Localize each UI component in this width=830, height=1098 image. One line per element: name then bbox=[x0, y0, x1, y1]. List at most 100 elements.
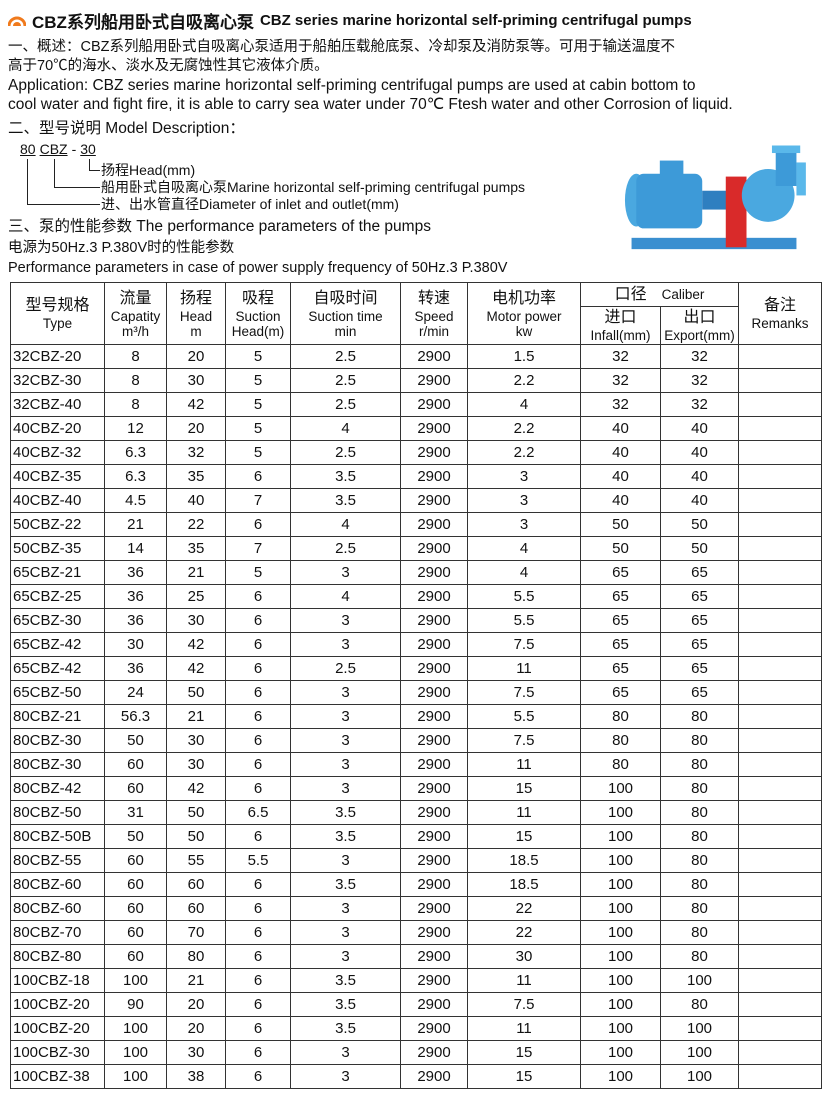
table-cell: 80 bbox=[660, 776, 739, 801]
table-cell: 50 bbox=[580, 536, 661, 561]
table-row: 40CBZ-35 6.3 35 6 3.5 2900 3 40 40 bbox=[10, 464, 822, 489]
table-cell: 100 bbox=[104, 1064, 167, 1089]
table-cell: 6 bbox=[225, 944, 291, 969]
table-cell: 2900 bbox=[400, 1064, 468, 1089]
performance-sub-en: Performance parameters in case of power … bbox=[8, 260, 508, 276]
table-cell: 6 bbox=[225, 1040, 291, 1065]
table-cell: 5 bbox=[225, 560, 291, 585]
table-cell: 100 bbox=[580, 920, 661, 945]
performance-heading: 三、泵的性能参数 The performance parameters of t… bbox=[8, 218, 431, 235]
header-infall: 进口 Infall(mm) bbox=[580, 306, 661, 345]
table-cell: 2900 bbox=[400, 728, 468, 753]
table-cell: 2900 bbox=[400, 1040, 468, 1065]
table-cell: 18.5 bbox=[467, 872, 581, 897]
table-cell: 7.5 bbox=[467, 680, 581, 705]
table-cell: 80CBZ-42 bbox=[10, 776, 105, 801]
table-cell: 100 bbox=[104, 1016, 167, 1041]
table-cell: 2900 bbox=[400, 704, 468, 729]
table-cell: 32 bbox=[580, 368, 661, 393]
header-export: 出口 Export(mm) bbox=[660, 306, 739, 345]
table-cell: 40CBZ-32 bbox=[10, 440, 105, 465]
model-type-desc: 船用卧式自吸离心泵Marine horizontal self-priming … bbox=[101, 179, 526, 195]
table-row: 65CBZ-30 36 30 6 3 2900 5.5 65 65 bbox=[10, 608, 822, 633]
table-cell: 100 bbox=[580, 992, 661, 1017]
remarks-cell bbox=[738, 416, 822, 441]
model-code-type: CBZ bbox=[39, 141, 68, 157]
table-cell: 65 bbox=[660, 560, 739, 585]
table-cell: 11 bbox=[467, 752, 581, 777]
table-cell: 65 bbox=[580, 632, 661, 657]
table-cell: 65 bbox=[660, 584, 739, 609]
table-cell: 100 bbox=[104, 1040, 167, 1065]
table-cell: 36 bbox=[104, 608, 167, 633]
table-cell: 36 bbox=[104, 584, 167, 609]
table-cell: 2900 bbox=[400, 776, 468, 801]
table-cell: 60 bbox=[104, 944, 167, 969]
table-cell: 3.5 bbox=[290, 464, 401, 489]
table-cell: 100 bbox=[580, 1016, 661, 1041]
table-cell: 60 bbox=[104, 776, 167, 801]
table-cell: 3 bbox=[290, 848, 401, 873]
title-en: CBZ series marine horizontal self-primin… bbox=[259, 12, 692, 29]
table-cell: 7.5 bbox=[467, 632, 581, 657]
table-cell: 6 bbox=[225, 992, 291, 1017]
table-cell: 50 bbox=[166, 680, 226, 705]
table-cell: 6 bbox=[225, 584, 291, 609]
table-cell: 65CBZ-50 bbox=[10, 680, 105, 705]
table-row: 65CBZ-21 36 21 5 3 2900 4 65 65 bbox=[10, 560, 822, 585]
table-cell: 2.5 bbox=[290, 536, 401, 561]
table-row: 50CBZ-35 14 35 7 2.5 2900 4 50 50 bbox=[10, 536, 822, 561]
table-cell: 42 bbox=[166, 656, 226, 681]
table-cell: 80 bbox=[660, 752, 739, 777]
table-cell: 2900 bbox=[400, 824, 468, 849]
table-cell: 2900 bbox=[400, 368, 468, 393]
table-cell: 3 bbox=[290, 896, 401, 921]
table-cell: 50CBZ-22 bbox=[10, 512, 105, 537]
table-cell: 2900 bbox=[400, 848, 468, 873]
table-cell: 6 bbox=[225, 920, 291, 945]
table-cell: 11 bbox=[467, 800, 581, 825]
application-line-2: cool water and fight fire, it is able to… bbox=[8, 96, 733, 113]
table-cell: 32 bbox=[660, 392, 739, 417]
remarks-cell bbox=[738, 944, 822, 969]
header-suction-time: 自吸时间 Suction time min bbox=[290, 282, 401, 345]
table-cell: 6 bbox=[225, 704, 291, 729]
table-cell: 4 bbox=[467, 392, 581, 417]
table-row: 65CBZ-50 24 50 6 3 2900 7.5 65 65 bbox=[10, 680, 822, 705]
header-speed: 转速 Speed r/min bbox=[400, 282, 468, 345]
table-cell: 80 bbox=[580, 704, 661, 729]
table-cell: 4 bbox=[290, 584, 401, 609]
table-cell: 3 bbox=[290, 1040, 401, 1065]
table-cell: 6.3 bbox=[104, 440, 167, 465]
table-cell: 65 bbox=[580, 560, 661, 585]
table-cell: 90 bbox=[104, 992, 167, 1017]
table-cell: 2900 bbox=[400, 656, 468, 681]
table-cell: 25 bbox=[166, 584, 226, 609]
table-cell: 30 bbox=[166, 1040, 226, 1065]
table-cell: 40CBZ-40 bbox=[10, 488, 105, 513]
table-cell: 2.5 bbox=[290, 368, 401, 393]
table-cell: 7 bbox=[225, 488, 291, 513]
model-code-head: 30 bbox=[80, 141, 96, 157]
table-cell: 8 bbox=[104, 344, 167, 369]
remarks-cell bbox=[738, 848, 822, 873]
table-row: 65CBZ-42 36 42 6 2.5 2900 11 65 65 bbox=[10, 656, 822, 681]
table-cell: 4 bbox=[467, 536, 581, 561]
table-cell: 2900 bbox=[400, 584, 468, 609]
table-cell: 2900 bbox=[400, 560, 468, 585]
remarks-cell bbox=[738, 392, 822, 417]
table-cell: 100 bbox=[580, 848, 661, 873]
table-cell: 24 bbox=[104, 680, 167, 705]
table-cell: 32CBZ-20 bbox=[10, 344, 105, 369]
table-cell: 3 bbox=[290, 920, 401, 945]
table-cell: 4 bbox=[467, 560, 581, 585]
table-cell: 42 bbox=[166, 392, 226, 417]
table-cell: 60 bbox=[104, 848, 167, 873]
table-cell: 80CBZ-30 bbox=[10, 728, 105, 753]
table-row: 65CBZ-42 30 42 6 3 2900 7.5 65 65 bbox=[10, 632, 822, 657]
table-cell: 21 bbox=[166, 560, 226, 585]
table-cell: 20 bbox=[166, 1016, 226, 1041]
table-cell: 40 bbox=[580, 464, 661, 489]
remarks-cell bbox=[738, 704, 822, 729]
